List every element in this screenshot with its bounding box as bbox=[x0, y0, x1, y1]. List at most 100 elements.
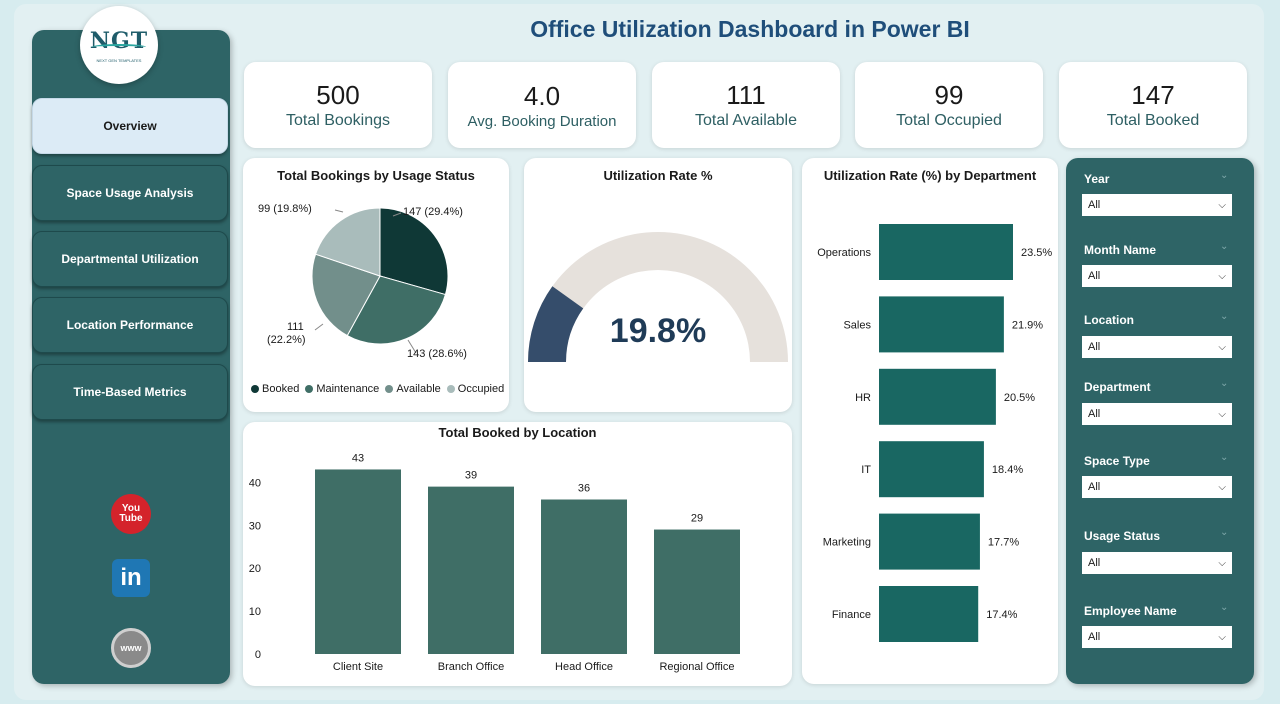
legend-dot-occupied bbox=[446, 385, 455, 393]
chevron-down-icon[interactable]: ⌄ bbox=[1220, 170, 1229, 181]
kpi-card-avg-booking-duration: 4.0 Avg. Booking Duration bbox=[448, 62, 636, 148]
dept-value-label: 21.9% bbox=[1012, 319, 1043, 331]
nav-departmental-utilization[interactable]: Departmental Utilization bbox=[32, 231, 228, 287]
youtube-icon: You Tube bbox=[111, 494, 151, 534]
location-category-label: Regional Office bbox=[659, 661, 734, 673]
location-bar-head-office[interactable] bbox=[541, 499, 627, 655]
linkedin-link[interactable]: in bbox=[110, 557, 152, 599]
slicer-dropdown-employee-name[interactable]: All ⌵ bbox=[1082, 626, 1232, 648]
chevron-down-icon: ⌵ bbox=[1218, 408, 1226, 420]
gauge-fill[interactable] bbox=[528, 286, 584, 362]
dept-bar-marketing[interactable] bbox=[879, 513, 980, 570]
legend-item-maintenance[interactable]: Maintenance bbox=[305, 383, 379, 395]
kpi-value: 147 bbox=[1131, 80, 1175, 110]
location-value-label: 43 bbox=[352, 452, 364, 464]
nav-location-performance[interactable]: Location Performance bbox=[32, 297, 228, 353]
slicer-dropdown-year[interactable]: All ⌵ bbox=[1082, 194, 1232, 216]
slicer-dropdown-location[interactable]: All ⌵ bbox=[1082, 336, 1232, 358]
slicer-label-department: Department bbox=[1084, 380, 1151, 394]
pie-label-available-percent: (22.2%) bbox=[267, 334, 306, 346]
dept-category-label: Finance bbox=[832, 609, 871, 621]
chevron-down-icon[interactable]: ⌄ bbox=[1220, 311, 1229, 322]
slicer-dropdown-department[interactable]: All ⌵ bbox=[1082, 403, 1232, 425]
dept-bar-operations[interactable] bbox=[879, 224, 1013, 280]
location-value-label: 36 bbox=[578, 483, 590, 495]
chevron-down-icon: ⌵ bbox=[1218, 481, 1226, 493]
pie-chart-title: Total Bookings by Usage Status bbox=[277, 168, 475, 183]
gauge-chart bbox=[528, 232, 788, 362]
kpi-label: Avg. Booking Duration bbox=[467, 112, 617, 130]
chevron-down-icon: ⌵ bbox=[1218, 270, 1226, 282]
slicer-label-usage-status: Usage Status bbox=[1084, 529, 1161, 543]
gauge-title: Utilization Rate % bbox=[603, 168, 713, 183]
kpi-value: 111 bbox=[726, 80, 766, 110]
kpi-label: Total Occupied bbox=[896, 112, 1002, 129]
pie-leader-line bbox=[407, 339, 417, 354]
slicer-label-employee-name: Employee Name bbox=[1084, 604, 1177, 618]
dept-bar-finance[interactable] bbox=[879, 586, 979, 642]
location-bar-regional-office[interactable] bbox=[654, 529, 740, 654]
chevron-down-icon[interactable]: ⌄ bbox=[1220, 378, 1229, 389]
pie-label-occupied: 99 (19.8%) bbox=[258, 203, 312, 215]
legend-item-booked[interactable]: Booked bbox=[251, 383, 299, 395]
nav-space-usage-analysis[interactable]: Space Usage Analysis bbox=[32, 165, 228, 221]
dept-category-label: IT bbox=[861, 464, 871, 476]
kpi-card-total-bookings: 500 Total Bookings bbox=[244, 62, 432, 148]
legend-dot-booked bbox=[251, 385, 259, 393]
page-title: Office Utilization Dashboard in Power BI bbox=[530, 16, 970, 42]
dept-bar-hr[interactable] bbox=[879, 368, 996, 425]
y-tick-label: 30 bbox=[249, 520, 261, 532]
pie-label-maintenance: 143 (28.6%) bbox=[407, 348, 467, 360]
chevron-down-icon: ⌵ bbox=[1218, 199, 1226, 211]
dept-bar-sales[interactable] bbox=[879, 296, 1004, 353]
gauge-track bbox=[528, 232, 788, 362]
youtube-link[interactable]: You Tube bbox=[110, 493, 152, 535]
pie-slice-maintenance[interactable] bbox=[346, 275, 447, 345]
dept-value-label: 20.5% bbox=[1004, 392, 1035, 404]
chevron-down-icon[interactable]: ⌄ bbox=[1220, 602, 1229, 613]
location-value-label: 39 bbox=[465, 470, 477, 482]
pie-slice-occupied[interactable] bbox=[314, 207, 381, 277]
chevron-down-icon[interactable]: ⌄ bbox=[1220, 527, 1229, 538]
nav-time-based-metrics[interactable]: Time-Based Metrics bbox=[32, 364, 228, 420]
y-tick-label: 0 bbox=[255, 649, 261, 661]
location-bar-branch-office[interactable] bbox=[428, 486, 514, 654]
website-link[interactable]: www bbox=[110, 627, 152, 669]
pie-leader-line bbox=[314, 323, 324, 331]
slicer-dropdown-month-name[interactable]: All ⌵ bbox=[1082, 265, 1232, 287]
chevron-down-icon[interactable]: ⌄ bbox=[1220, 452, 1229, 463]
y-tick-label: 40 bbox=[249, 477, 261, 489]
department-chart-title: Utilization Rate (%) by Department bbox=[823, 168, 1037, 183]
chevron-down-icon: ⌵ bbox=[1218, 557, 1226, 569]
pie-slice-available[interactable] bbox=[311, 253, 381, 337]
slicer-panel: Year ⌄ All ⌵ Month Name ⌄ All ⌵ Location ⌄… bbox=[1066, 158, 1254, 684]
legend-item-occupied[interactable]: Occupied bbox=[446, 383, 504, 395]
pie-label-booked: 147 (29.4%) bbox=[403, 206, 463, 218]
department-bar-chart: Operations 23.5% Sales 21.9% HR 20.5% IT 18.4% M… bbox=[817, 224, 1052, 642]
kpi-label: Total Available bbox=[695, 112, 797, 129]
slicer-dropdown-usage-status[interactable]: All ⌵ bbox=[1082, 552, 1232, 574]
location-bar-chart: 0 10 20 30 40 43 Client Site 39 Branch Office 36 H… bbox=[249, 452, 740, 673]
location-category-label: Client Site bbox=[333, 661, 383, 673]
slicer-dropdown-space-type[interactable]: All ⌵ bbox=[1082, 476, 1232, 498]
slicer-label-space-type: Space Type bbox=[1084, 454, 1150, 468]
pie-slice-booked[interactable] bbox=[379, 207, 449, 296]
gauge-card: Utilization Rate % 19.8% bbox=[524, 158, 792, 412]
dept-value-label: 17.4% bbox=[986, 609, 1017, 621]
dept-value-label: 18.4% bbox=[992, 464, 1023, 476]
location-category-label: Head Office bbox=[555, 661, 613, 673]
logo-subtitle: NEXT GEN TEMPLATES bbox=[96, 57, 142, 63]
dept-bar-it[interactable] bbox=[879, 441, 984, 498]
nav-overview[interactable]: Overview bbox=[32, 98, 228, 154]
legend-item-available[interactable]: Available bbox=[385, 383, 441, 395]
kpi-card-total-available: 111 Total Available bbox=[652, 62, 840, 148]
dept-category-label: Sales bbox=[843, 319, 871, 331]
location-bar-client-site[interactable] bbox=[315, 469, 401, 654]
kpi-label: Total Bookings bbox=[285, 112, 391, 129]
slicer-label-year: Year bbox=[1084, 172, 1110, 186]
pie-chart-card: Total Bookings by Usage Status 147 (29.4… bbox=[243, 158, 509, 412]
linkedin-icon: in bbox=[112, 559, 150, 597]
kpi-value: 4.0 bbox=[523, 80, 561, 111]
dept-value-label: 17.7% bbox=[988, 537, 1019, 549]
chevron-down-icon[interactable]: ⌄ bbox=[1220, 241, 1229, 252]
